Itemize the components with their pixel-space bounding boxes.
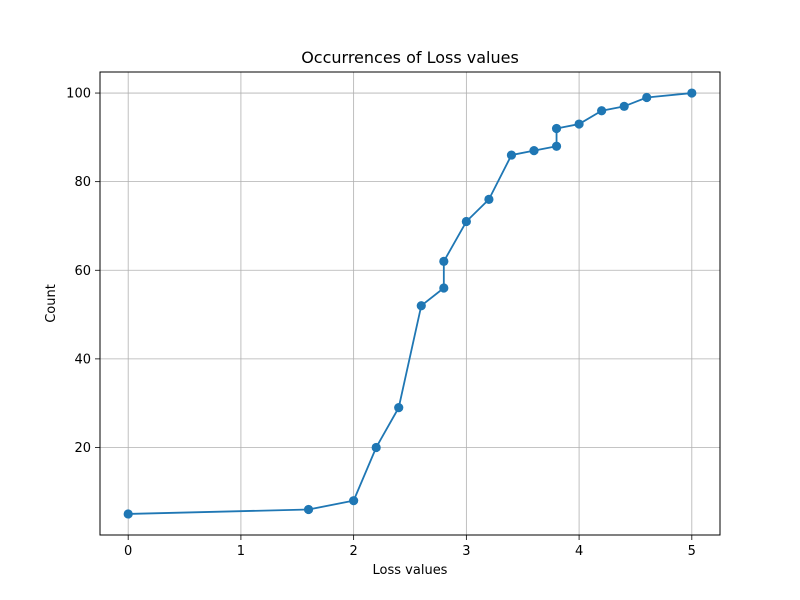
data-point [303, 504, 314, 515]
y-axis-label: Count [44, 284, 59, 323]
data-series [123, 88, 697, 519]
data-point [394, 403, 404, 413]
data-point [551, 123, 562, 134]
data-point [461, 216, 471, 227]
data-point [551, 141, 562, 151]
data-point [529, 146, 539, 156]
data-point [439, 256, 449, 267]
grid-lines [100, 72, 720, 535]
y-tick-label: 40 [74, 352, 91, 367]
x-tick-label: 0 [124, 544, 132, 559]
plot-background [100, 72, 720, 535]
x-tick-label: 4 [575, 544, 583, 559]
data-point [574, 119, 584, 129]
x-axis-label: Loss values [373, 563, 448, 578]
data-point [371, 442, 381, 453]
data-point [484, 194, 494, 204]
y-tick-label: 20 [74, 441, 91, 456]
data-point [642, 92, 652, 103]
data-point [439, 283, 449, 293]
axis-ticks: 0 1 2 3 4 5 20 40 60 80 100 [66, 87, 696, 559]
x-tick-label: 1 [237, 544, 245, 559]
y-tick-label: 100 [66, 87, 91, 102]
data-point [597, 106, 607, 116]
data-point [619, 101, 629, 111]
data-point [506, 150, 517, 160]
data-point [687, 88, 697, 98]
data-point [123, 509, 133, 519]
plot-frame [99, 71, 721, 536]
y-tick-label: 80 [74, 175, 91, 190]
x-tick-label: 2 [349, 544, 357, 559]
y-tick-label: 60 [74, 264, 91, 279]
data-point [416, 301, 426, 311]
x-tick-label: 5 [688, 544, 696, 559]
x-tick-label: 3 [462, 544, 470, 559]
chart-title: Occurrences of Loss values [301, 48, 519, 67]
data-point [349, 496, 359, 506]
